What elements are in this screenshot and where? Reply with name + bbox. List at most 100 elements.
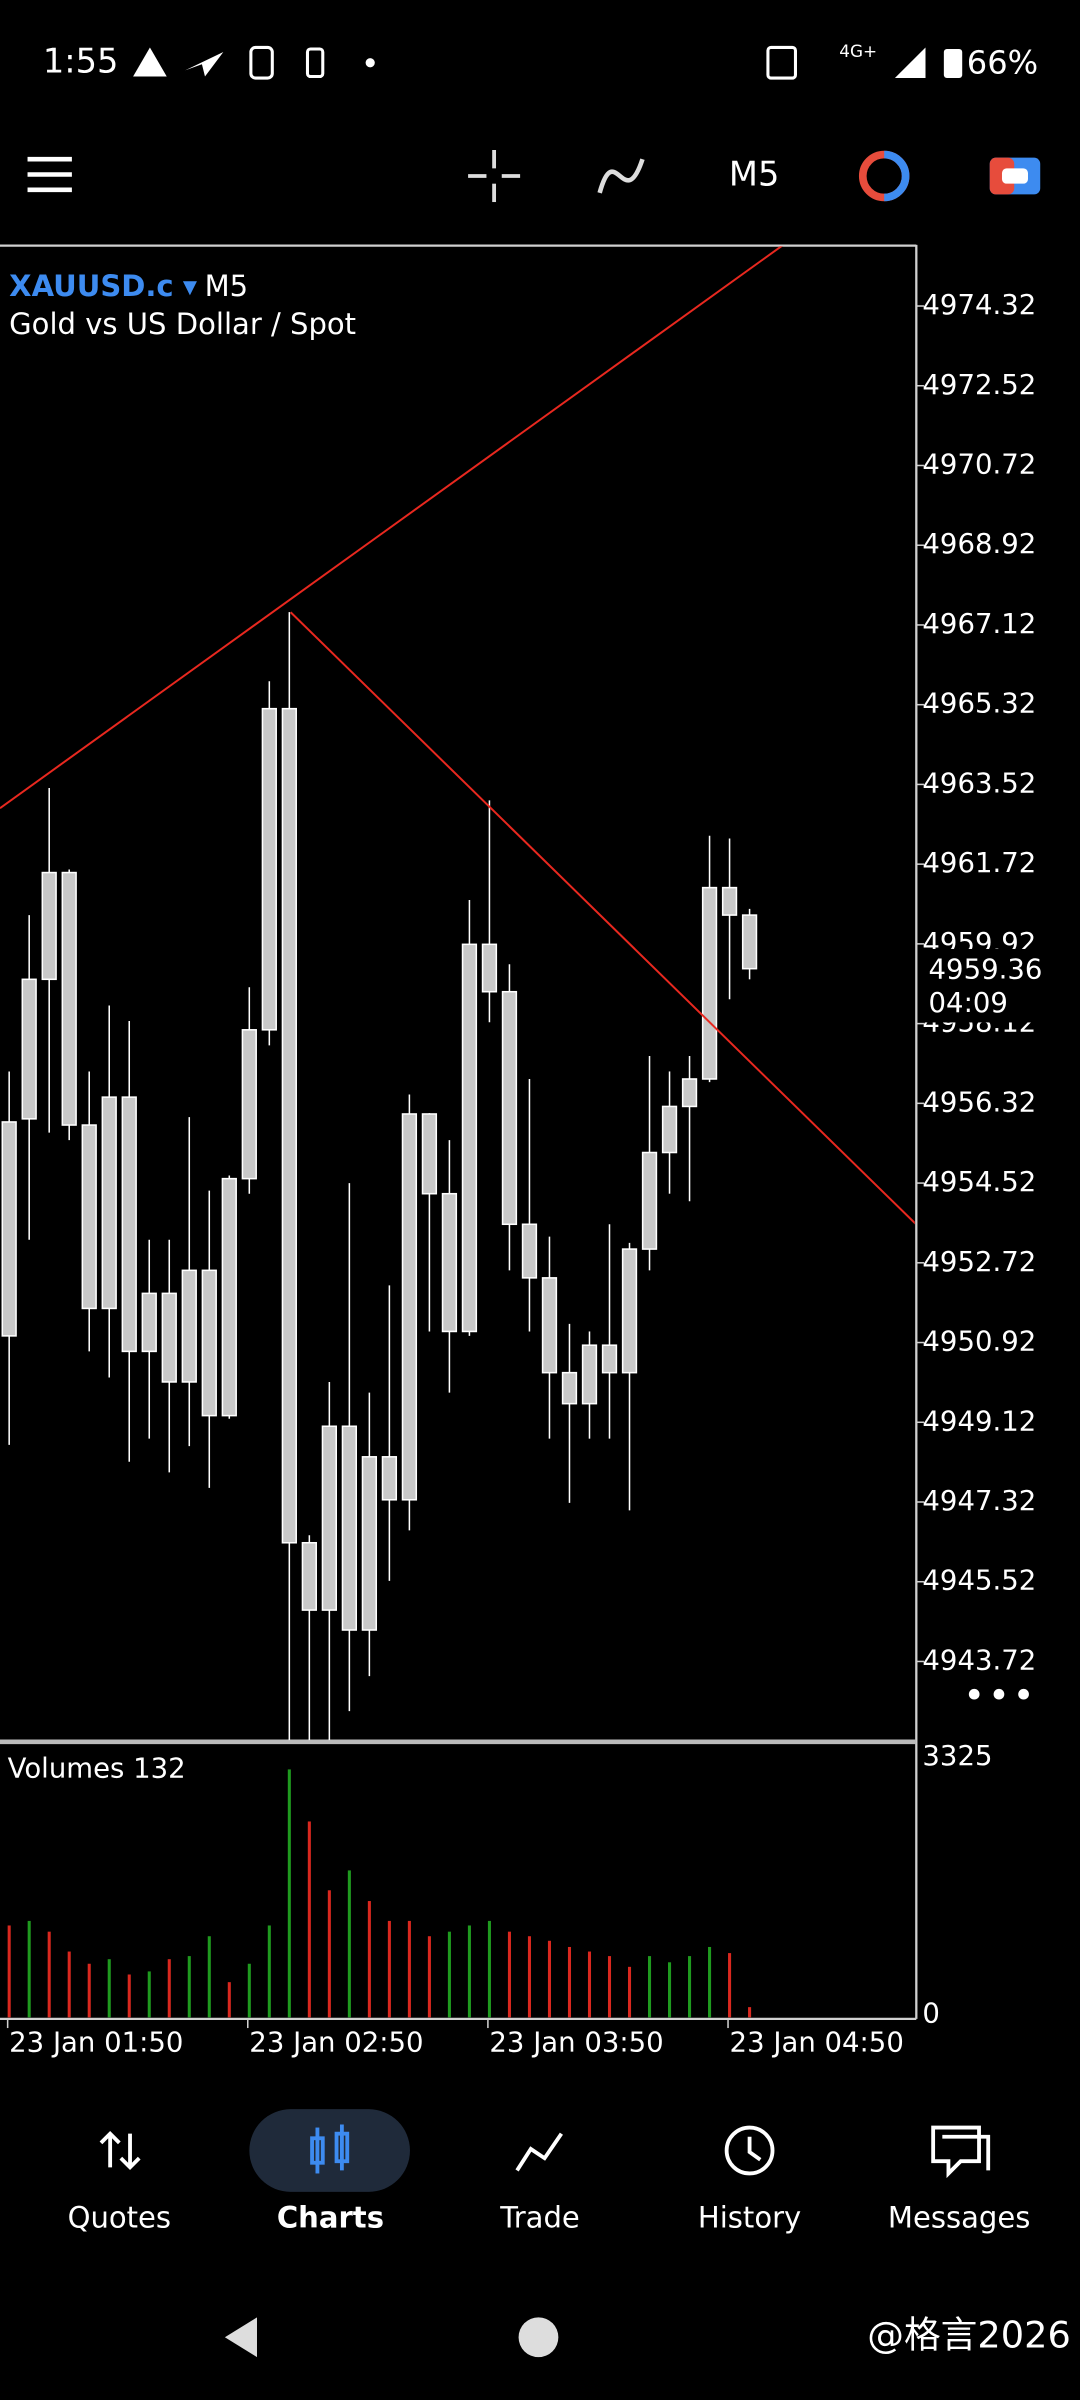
y-tick-label: 4949.12 xyxy=(922,1405,1036,1437)
time-axis: 23 Jan 01:50 23 Jan 02:50 23 Jan 03:50 23 J… xyxy=(6,2018,904,2058)
candle-body xyxy=(41,871,57,981)
x-tick-label: 23 Jan 04:50 xyxy=(730,2026,904,2058)
volume-bar xyxy=(167,1959,171,2018)
trade-icon[interactable] xyxy=(515,2132,563,2172)
quotes-icon[interactable] xyxy=(99,2130,141,2171)
volume-bar xyxy=(647,1956,652,2018)
candle-body xyxy=(281,707,297,1544)
volume-bar xyxy=(708,1946,712,2018)
history-icon[interactable] xyxy=(724,2125,775,2176)
candle-body xyxy=(741,914,758,970)
current-price: 4959.36 04:09 xyxy=(919,948,1080,1023)
dot-icon xyxy=(365,58,375,68)
y-tick-label: 4963.52 xyxy=(922,767,1036,799)
candle-body xyxy=(381,1456,398,1501)
candle-body xyxy=(481,943,498,993)
warning-icon xyxy=(133,47,167,77)
send-icon xyxy=(185,52,224,77)
volume-bar xyxy=(7,1925,11,2018)
volume-bar xyxy=(387,1920,391,2018)
volume-name: Volumes xyxy=(8,1752,125,1784)
network-type: 4G+ xyxy=(839,41,877,61)
volume-bar xyxy=(607,1956,612,2018)
volume-label: Volumes 132 xyxy=(8,1752,186,1784)
more-button[interactable]: ••• xyxy=(963,1674,1037,1717)
candle-body xyxy=(341,1425,358,1631)
candle-body xyxy=(241,1029,257,1180)
volume-tick-label: 3325 xyxy=(922,1740,992,1772)
volume-bar xyxy=(447,1931,451,2018)
volume-bar xyxy=(748,2007,752,2018)
indicators-button[interactable] xyxy=(597,158,645,194)
candle-body xyxy=(161,1292,177,1383)
volume-bar xyxy=(367,1901,371,2018)
messages-icon[interactable] xyxy=(931,2125,991,2179)
price-axis: 4974.32 4972.52 4970.72 4968.92 4967.12 4965.… xyxy=(916,289,1036,1676)
symbol-arrow: ▼ xyxy=(183,277,198,298)
y-tick-label: 4970.72 xyxy=(922,448,1036,480)
candles xyxy=(1,612,758,1741)
symbol-description: Gold vs US Dollar / Spot xyxy=(9,307,356,341)
volume-bar xyxy=(307,1821,311,2018)
trend-line[interactable] xyxy=(0,245,783,809)
home-button[interactable] xyxy=(518,2317,559,2358)
bottom-nav: Quotes Charts Trade History Messages xyxy=(68,2200,1031,2234)
trade-button[interactable] xyxy=(858,150,910,202)
tab-label[interactable]: Quotes xyxy=(68,2200,171,2234)
objects-button[interactable] xyxy=(989,157,1041,195)
chart-symbol: XAUUSD.c ▼ M5 xyxy=(9,269,248,303)
volume-bar xyxy=(527,1936,531,2018)
status-time: 1:55 xyxy=(43,41,119,80)
volume-bar xyxy=(547,1940,551,2018)
status-icons xyxy=(133,45,963,80)
tab-label[interactable]: History xyxy=(698,2200,801,2234)
candle-body xyxy=(261,707,277,1031)
y-tick-label: 4972.52 xyxy=(922,369,1036,401)
candle-body xyxy=(301,1541,317,1611)
candle-body xyxy=(181,1269,197,1383)
y-tick-label: 4947.32 xyxy=(922,1485,1036,1517)
trend-line[interactable] xyxy=(289,611,917,1225)
volume-bar xyxy=(507,1931,511,2018)
app-icon xyxy=(249,45,274,80)
volume-bar xyxy=(247,1963,251,2018)
candle-body xyxy=(621,1248,638,1374)
signal-icon xyxy=(894,47,926,79)
x-tick-label: 23 Jan 03:50 xyxy=(489,2026,663,2058)
volume-bar xyxy=(567,1946,572,2018)
volume-bar xyxy=(267,1925,271,2018)
nfc-icon xyxy=(766,45,797,80)
volume-tick-label: 0 xyxy=(922,1997,940,2029)
menu-button[interactable] xyxy=(27,156,72,193)
tab-label[interactable]: Charts xyxy=(277,2200,384,2234)
volume-bar xyxy=(427,1936,431,2018)
timeframe-button[interactable]: M5 xyxy=(729,155,779,194)
tab-label[interactable]: Trade xyxy=(499,2200,580,2234)
volume-bar xyxy=(347,1870,351,2018)
volume-bar xyxy=(728,1953,732,2018)
crosshair-button[interactable] xyxy=(468,150,521,203)
y-tick-label: 4954.52 xyxy=(922,1166,1036,1198)
volume-current: 132 xyxy=(133,1752,186,1784)
chart-frame xyxy=(0,244,918,2021)
volume-bar xyxy=(87,1963,91,2018)
volume-bar xyxy=(207,1936,211,2018)
history-icon-hands xyxy=(747,2136,762,2162)
back-button[interactable] xyxy=(224,2317,257,2358)
candle-body xyxy=(601,1344,618,1374)
tab-icons xyxy=(99,2124,991,2179)
y-tick-label: 4945.52 xyxy=(922,1565,1036,1597)
candle-body xyxy=(521,1223,538,1279)
candle-body xyxy=(21,978,37,1120)
tab-label[interactable]: Messages xyxy=(888,2200,1030,2234)
candle-body xyxy=(501,990,518,1226)
volume-bar xyxy=(67,1951,71,2018)
volume-bar xyxy=(587,1951,592,2018)
candle-body xyxy=(461,943,478,1333)
volume-bar xyxy=(27,1920,31,2018)
candle-body xyxy=(681,1078,698,1108)
current-price-label: 4959.36 xyxy=(929,953,1043,985)
trend-lines xyxy=(0,245,917,1225)
charts-icon[interactable] xyxy=(310,2124,350,2174)
